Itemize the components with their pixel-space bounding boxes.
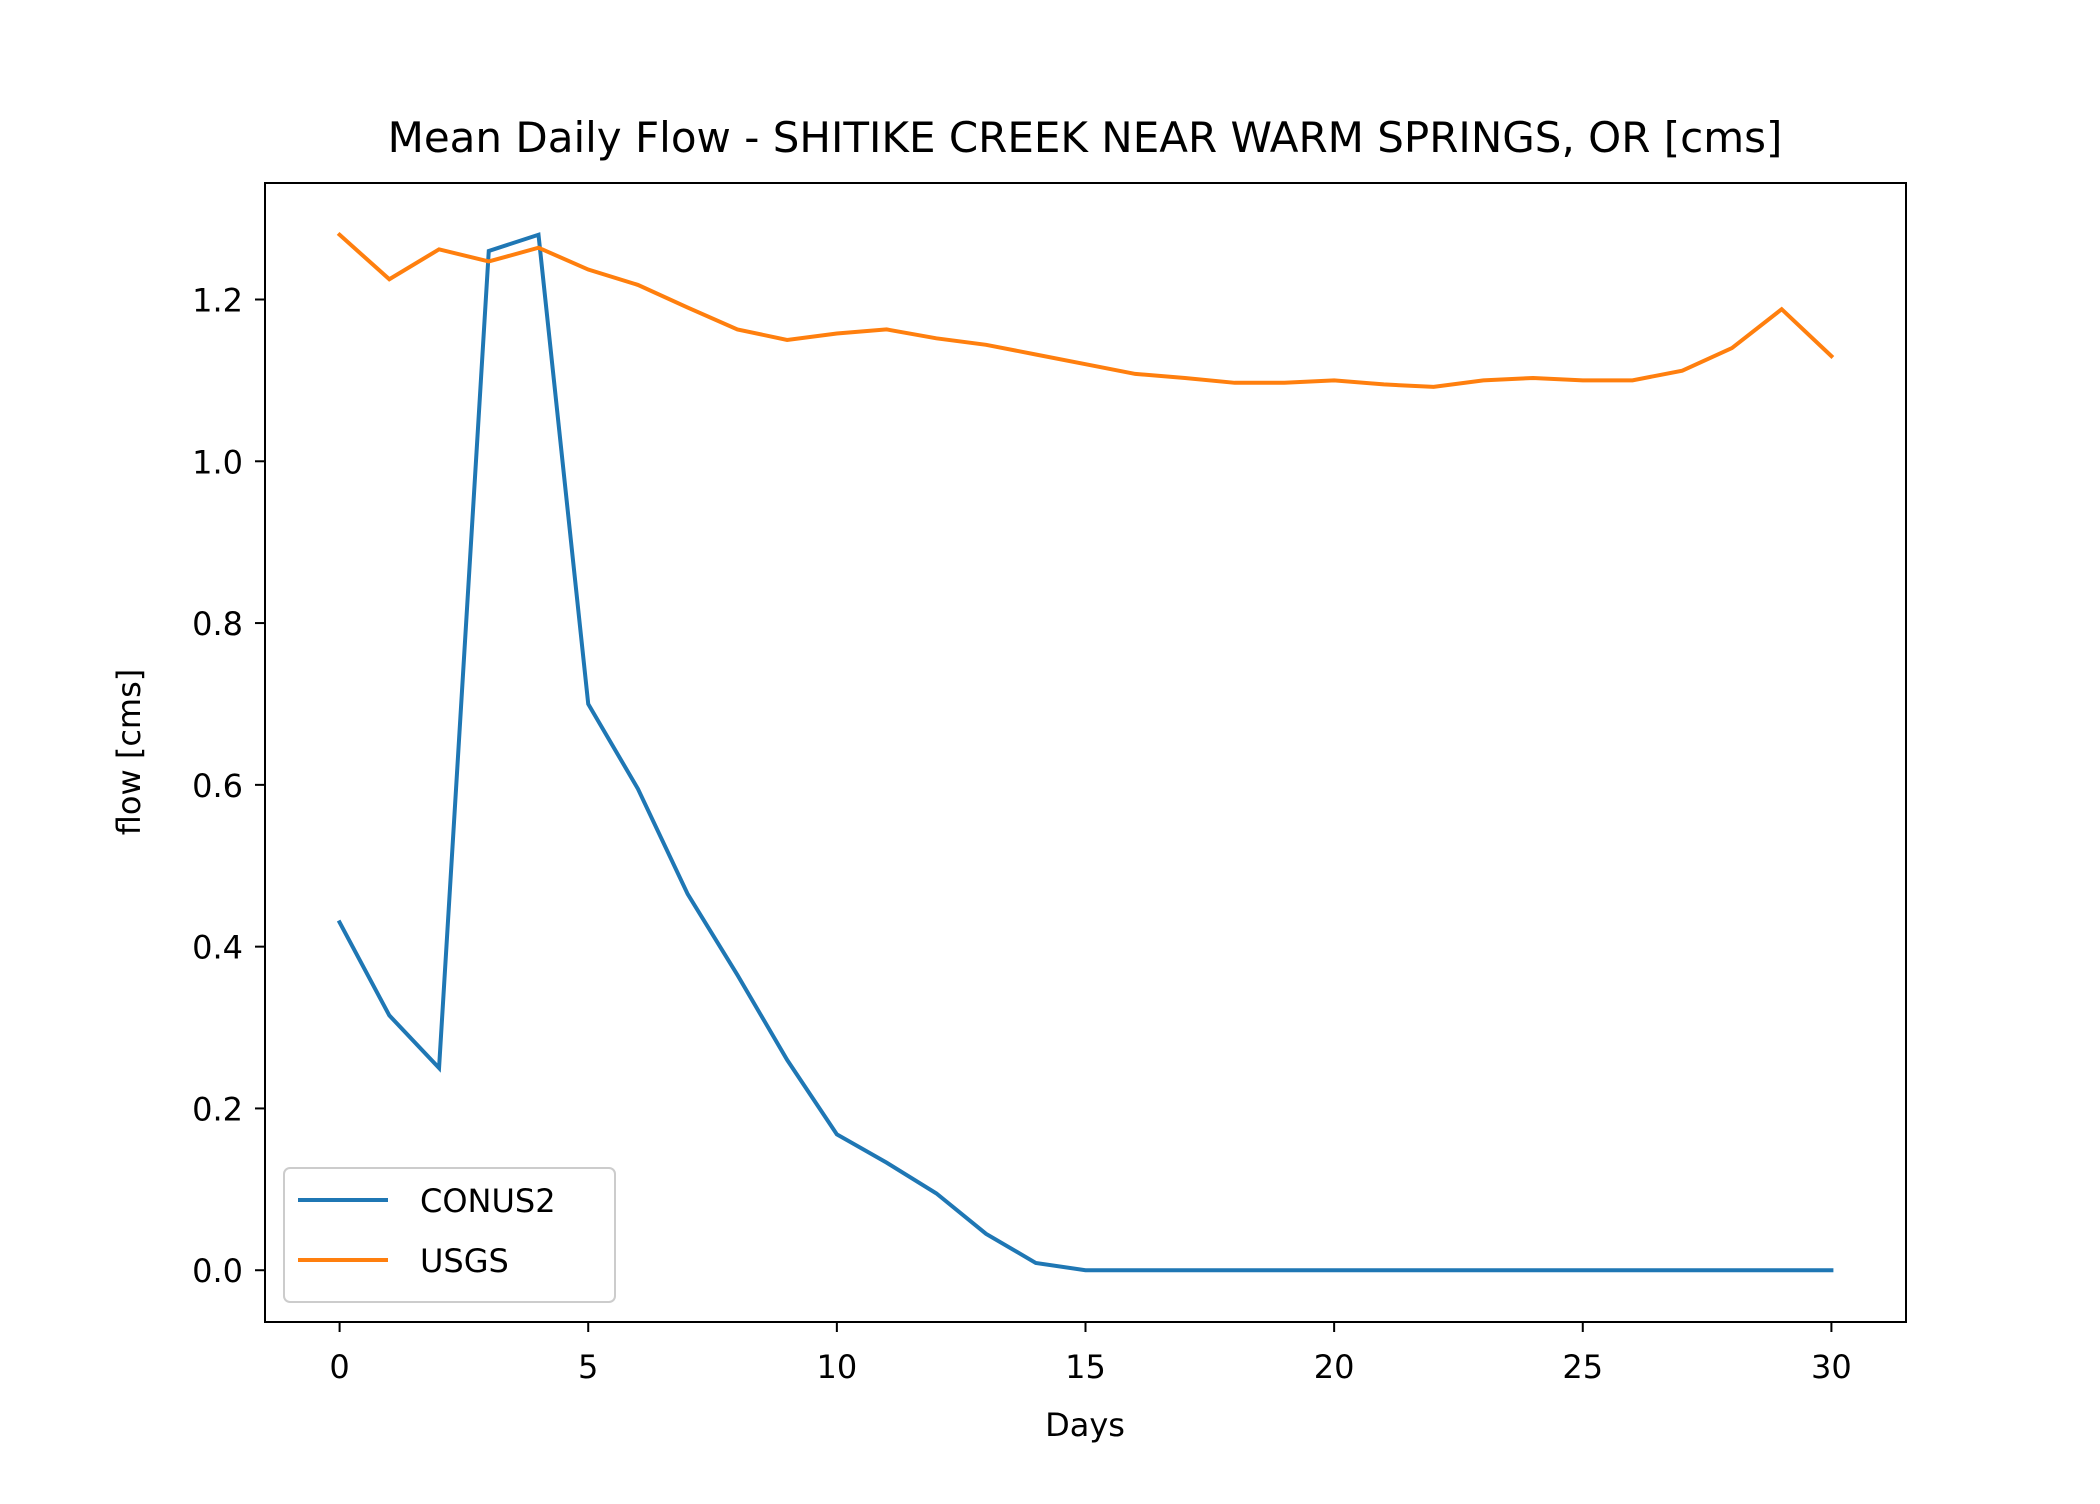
y-tick-label: 0.2 [192, 1090, 243, 1128]
x-tick-label: 15 [1065, 1348, 1106, 1386]
x-axis-ticks: 0 5 10 15 20 25 30 [329, 1322, 1852, 1386]
y-axis-ticks: 0.0 0.2 0.4 0.6 0.8 1.0 1.2 [192, 281, 265, 1290]
x-tick-label: 30 [1811, 1348, 1852, 1386]
x-tick-label: 10 [817, 1348, 858, 1386]
y-tick-label: 0.6 [192, 767, 243, 805]
x-tick-label: 20 [1314, 1348, 1355, 1386]
series-line-conus2 [336, 232, 1834, 1273]
legend: CONUS2 USGS [283, 1167, 616, 1303]
x-tick-label: 0 [329, 1348, 349, 1386]
plot-frame [264, 182, 1907, 1323]
y-tick-label: 0.8 [192, 605, 243, 643]
x-tick-label: 5 [578, 1348, 598, 1386]
series-line-usgs [336, 231, 1835, 389]
legend-label-usgs: USGS [420, 1242, 509, 1280]
y-tick-label: 1.2 [192, 281, 243, 319]
chart-title: Mean Daily Flow - SHITIKE CREEK NEAR WAR… [388, 113, 1783, 162]
legend-label-conus2: CONUS2 [420, 1182, 556, 1220]
series-lines [336, 231, 1835, 1273]
y-tick-label: 1.0 [192, 443, 243, 481]
y-tick-label: 0.0 [192, 1252, 243, 1290]
y-axis-label: flow [cms] [110, 669, 148, 835]
x-tick-label: 25 [1562, 1348, 1603, 1386]
x-axis-label: Days [1045, 1406, 1125, 1444]
y-tick-label: 0.4 [192, 929, 243, 967]
